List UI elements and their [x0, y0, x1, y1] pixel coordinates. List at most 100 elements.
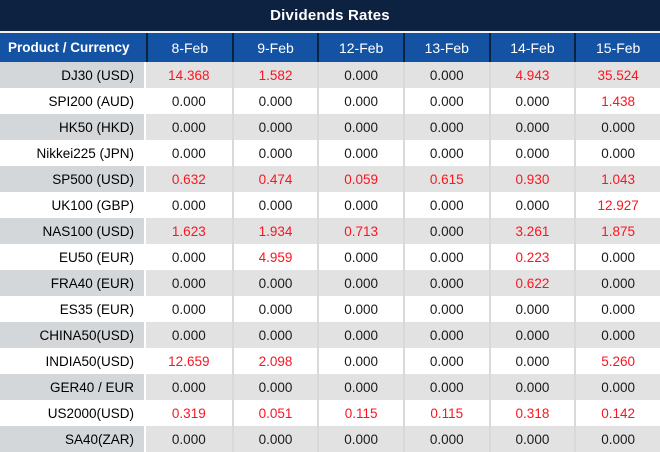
- dividend-value: 0.115: [317, 400, 403, 426]
- table-row: GER40 / EUR 0.000 0.000 0.000 0.000 0.000 0.00…: [0, 374, 660, 400]
- dividend-value: 0.615: [402, 166, 489, 192]
- dividend-value: 0.000: [146, 114, 232, 140]
- dividend-value: 0.000: [317, 348, 403, 374]
- dividend-value: 0.000: [402, 114, 489, 140]
- dividend-value: 0.000: [231, 270, 318, 296]
- dividend-value: 0.000: [402, 88, 489, 114]
- dividend-value: 0.000: [402, 322, 489, 348]
- dividend-value: 1.043: [574, 166, 660, 192]
- product-label: SPI200 (AUD): [0, 88, 146, 114]
- dividend-value: 14.368: [146, 62, 232, 88]
- product-label: CHINA50(USD): [0, 322, 146, 348]
- column-header-date: 15-Feb: [574, 33, 660, 62]
- product-label: NAS100 (USD): [0, 218, 146, 244]
- dividend-value: 0.000: [488, 88, 575, 114]
- product-label: EU50 (EUR): [0, 244, 146, 270]
- dividend-value: 0.000: [231, 296, 318, 322]
- column-header-date: 12-Feb: [317, 33, 403, 62]
- table-body: DJ30 (USD) 14.368 1.582 0.000 0.000 4.943 35.5…: [0, 62, 660, 452]
- dividend-value: 0.115: [402, 400, 489, 426]
- dividend-value: 2.098: [231, 348, 318, 374]
- product-label: GER40 / EUR: [0, 374, 146, 400]
- dividend-value: 0.000: [146, 426, 232, 452]
- dividend-value: 0.000: [146, 88, 232, 114]
- dividend-value: 0.000: [402, 218, 489, 244]
- table-row: HK50 (HKD) 0.000 0.000 0.000 0.000 0.000 0.000: [0, 114, 660, 140]
- dividend-value: 0.000: [402, 348, 489, 374]
- dividend-value: 0.319: [146, 400, 232, 426]
- dividend-value: 0.000: [231, 88, 318, 114]
- dividend-value: 0.000: [488, 426, 575, 452]
- dividend-value: 0.000: [317, 62, 403, 88]
- dividend-value: 4.943: [488, 62, 575, 88]
- dividend-value: 0.000: [574, 374, 660, 400]
- dividend-value: 1.438: [574, 88, 660, 114]
- dividend-value: 0.051: [231, 400, 318, 426]
- product-label: Nikkei225 (JPN): [0, 140, 146, 166]
- dividend-value: 0.930: [488, 166, 575, 192]
- dividend-value: 0.000: [231, 192, 318, 218]
- dividend-value: 1.875: [574, 218, 660, 244]
- dividend-value: 1.623: [146, 218, 232, 244]
- dividend-value: 0.000: [317, 244, 403, 270]
- dividend-value: 0.000: [488, 192, 575, 218]
- dividend-value: 4.959: [231, 244, 318, 270]
- column-header-date: 14-Feb: [488, 33, 575, 62]
- column-header-date: 13-Feb: [402, 33, 489, 62]
- product-label: HK50 (HKD): [0, 114, 146, 140]
- dividend-value: 0.000: [574, 140, 660, 166]
- dividend-value: 0.000: [402, 426, 489, 452]
- dividend-value: 0.142: [574, 400, 660, 426]
- table-row: DJ30 (USD) 14.368 1.582 0.000 0.000 4.943 35.5…: [0, 62, 660, 88]
- table-row: NAS100 (USD) 1.623 1.934 0.713 0.000 3.261 1.8…: [0, 218, 660, 244]
- dividend-value: 1.582: [231, 62, 318, 88]
- dividend-value: 0.000: [317, 374, 403, 400]
- column-header-date: 9-Feb: [231, 33, 318, 62]
- dividend-value: 0.000: [317, 114, 403, 140]
- table-row: CHINA50(USD) 0.000 0.000 0.000 0.000 0.000 0.0…: [0, 322, 660, 348]
- dividend-value: 0.000: [402, 192, 489, 218]
- dividend-value: 0.318: [488, 400, 575, 426]
- table-row: UK100 (GBP) 0.000 0.000 0.000 0.000 0.000 12.9…: [0, 192, 660, 218]
- table-row: INDIA50(USD) 12.659 2.098 0.000 0.000 0.000 5.…: [0, 348, 660, 374]
- dividend-value: 0.000: [317, 322, 403, 348]
- product-label: SP500 (USD): [0, 166, 146, 192]
- dividend-value: 0.713: [317, 218, 403, 244]
- product-label: UK100 (GBP): [0, 192, 146, 218]
- dividend-value: 0.000: [488, 374, 575, 400]
- product-label: DJ30 (USD): [0, 62, 146, 88]
- dividend-value: 0.622: [488, 270, 575, 296]
- dividend-value: 0.000: [402, 244, 489, 270]
- dividend-value: 0.000: [146, 296, 232, 322]
- dividend-value: 0.000: [317, 426, 403, 452]
- product-label: FRA40 (EUR): [0, 270, 146, 296]
- dividend-value: 0.000: [574, 114, 660, 140]
- table-row: US2000(USD) 0.319 0.051 0.115 0.115 0.318 0.14…: [0, 400, 660, 426]
- dividend-value: 0.000: [402, 62, 489, 88]
- dividend-value: 0.000: [488, 348, 575, 374]
- dividend-value: 0.474: [231, 166, 318, 192]
- dividend-value: 0.000: [488, 140, 575, 166]
- dividend-value: 0.000: [231, 140, 318, 166]
- dividend-value: 0.000: [231, 114, 318, 140]
- dividend-value: 0.000: [317, 270, 403, 296]
- dividend-value: 0.000: [488, 296, 575, 322]
- dividend-value: 5.260: [574, 348, 660, 374]
- dividend-value: 0.000: [574, 270, 660, 296]
- table-row: FRA40 (EUR) 0.000 0.000 0.000 0.000 0.622 0.00…: [0, 270, 660, 296]
- dividend-value: 0.000: [402, 374, 489, 400]
- dividend-value: 0.000: [146, 140, 232, 166]
- table-row: SP500 (USD) 0.632 0.474 0.059 0.615 0.930 1.04…: [0, 166, 660, 192]
- dividend-value: 0.000: [402, 296, 489, 322]
- table-row: Nikkei225 (JPN) 0.000 0.000 0.000 0.000 0.000…: [0, 140, 660, 166]
- dividend-value: 0.000: [146, 192, 232, 218]
- product-label: SA40(ZAR): [0, 426, 146, 452]
- table-row: ES35 (EUR) 0.000 0.000 0.000 0.000 0.000 0.000: [0, 296, 660, 322]
- dividend-value: 35.524: [574, 62, 660, 88]
- dividend-value: 1.934: [231, 218, 318, 244]
- dividend-value: 0.000: [402, 140, 489, 166]
- dividend-value: 0.000: [317, 88, 403, 114]
- dividend-value: 0.000: [317, 192, 403, 218]
- dividend-value: 0.000: [488, 114, 575, 140]
- table-row: EU50 (EUR) 0.000 4.959 0.000 0.000 0.223 0.000: [0, 244, 660, 270]
